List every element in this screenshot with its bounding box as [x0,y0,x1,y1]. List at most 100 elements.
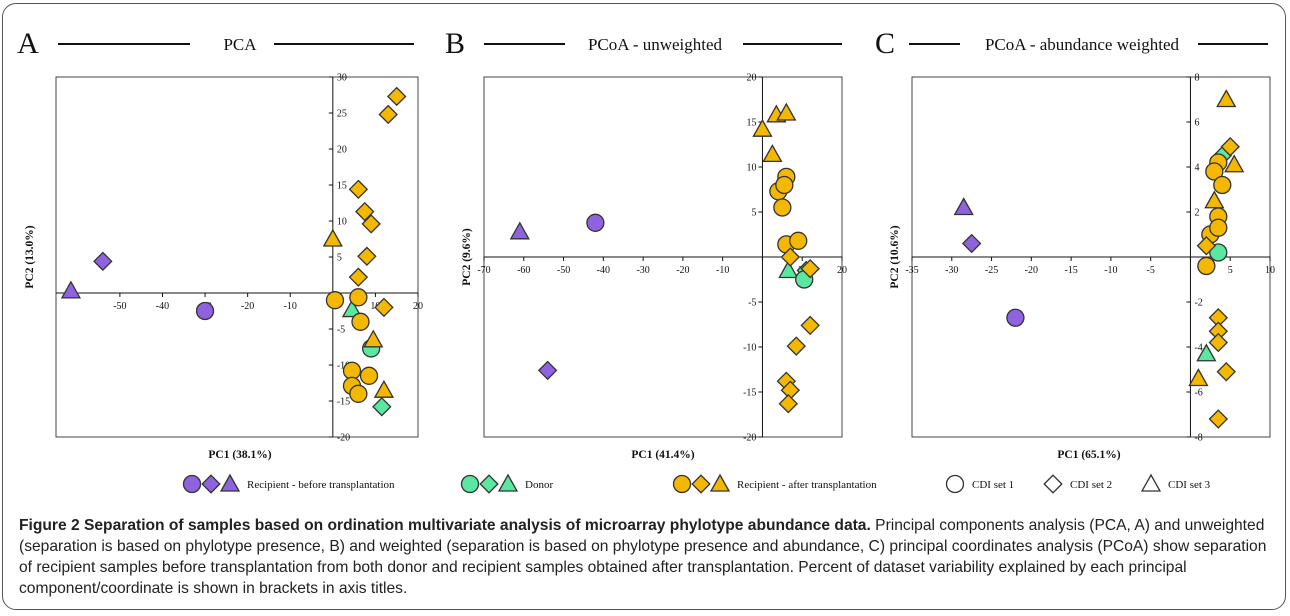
y-tick-label: -8 [1194,433,1202,444]
x-tick-label: -25 [985,265,998,276]
x-tick-label: -50 [557,265,570,276]
legend-marker-triangle [1140,473,1162,492]
legend-marker-diamond [1043,474,1063,494]
y-tick-label: -4 [1194,343,1202,354]
data-point-diamond [361,214,381,234]
data-point-triangle [363,329,384,348]
data-point-circle [586,213,605,232]
data-point-diamond [778,393,799,414]
data-point-diamond [780,247,801,267]
figure-panels: A PCA -50 -40 -30 -20 -10 10 20 -20 -15 -10 -5 5 10 15 2… [17,27,1275,494]
x-tick-label: -10 [284,301,297,312]
x-axis-label: PC1 (38.1%) [208,449,271,461]
y-tick-label: -20 [337,433,350,444]
data-point-triangle [341,299,363,318]
x-tick-label: -10 [716,265,729,276]
data-point-diamond [1216,362,1236,382]
y-tick-label: -6 [1194,388,1202,399]
data-point-triangle [1188,368,1209,387]
legend-label: Recipient - after transplantation [737,479,877,491]
x-tick-label: 10 [1265,265,1275,276]
legend-marker-diamond [691,474,711,494]
x-tick-label: -70 [477,265,490,276]
data-point-triangle [1204,190,1225,209]
y-tick-label: 6 [1194,118,1199,129]
data-point-triangle [953,197,974,216]
data-point-diamond [786,336,806,356]
y-tick-label: -5 [337,325,345,336]
data-point-diamond [800,258,820,279]
legend-marker-circle [460,474,480,494]
x-tick-label: -50 [113,301,126,312]
data-point-triangle [509,221,530,240]
legend-marker-triangle [497,473,519,492]
y-axis-label: PC2 (10.6%) [889,225,901,288]
data-point-circle [773,198,792,217]
x-tick-label: -20 [676,265,689,276]
x-tick-label: 20 [413,301,423,312]
y-tick-label: 25 [337,109,347,120]
data-point-triangle [1224,154,1245,173]
y-tick-label: -2 [1194,298,1202,309]
data-point-triangle [778,260,799,279]
panel-title: PCA [223,35,257,54]
y-tick-label: 2 [1194,208,1199,219]
data-point-diamond [372,397,392,417]
y-tick-label: 10 [746,163,756,174]
legend-marker-diamond [479,474,499,494]
panel-letter: C [875,27,895,60]
x-tick-label: -40 [597,265,610,276]
data-point-diamond [378,104,398,125]
legend-marker-circle [182,474,202,494]
x-axis-label: PC1 (41.4%) [631,449,694,461]
y-axis-label: PC2 (9.6%) [461,228,473,286]
y-tick-label: 4 [1194,163,1199,174]
plot-frame [55,76,419,438]
y-axis-label: PC2 (13.0%) [24,225,36,288]
data-point-triangle [60,280,82,299]
data-point-circle [789,231,808,250]
data-point-diamond [348,179,369,200]
data-point-triangle [322,228,343,247]
panel-letter: B [445,27,465,60]
caption-body: Principal components analysis (PCA, A) a… [19,517,1267,597]
data-point-triangle [762,144,783,163]
data-point-circle [349,384,368,403]
data-point-circle [351,312,370,331]
panel-B: B PCoA - unweighted -70 -60 -50 -40 -30 -20 -10 1… [445,27,847,461]
data-point-diamond [357,246,377,266]
y-tick-label: -10 [743,343,756,354]
x-tick-label: -5 [1146,265,1154,276]
legend-label: Recipient - before transplantation [247,479,395,491]
y-tick-label: 20 [337,145,347,156]
data-point-circle [1209,218,1228,237]
y-tick-label: -5 [748,298,756,309]
legend-marker-circle [672,474,692,494]
data-point-triangle [776,102,797,121]
panel-title: PCoA - abundance weighted [985,35,1180,54]
legend: Recipient - before transplantation Donor R… [182,473,1211,494]
data-point-circle [1205,162,1224,181]
data-point-circle [1197,256,1216,276]
data-point-circle [359,366,379,385]
data-point-diamond [1220,137,1240,157]
x-tick-label: -15 [1064,265,1077,276]
data-point-circle [325,291,345,310]
data-point-circle [195,301,215,321]
data-point-diamond [374,297,394,318]
data-point-circle [1213,175,1232,195]
data-point-diamond [1208,332,1229,353]
data-point-diamond [1196,236,1217,256]
y-tick-label: 8 [1194,73,1199,84]
data-point-circle [342,361,362,380]
data-point-diamond [93,251,113,272]
x-tick-label: -10 [1104,265,1117,276]
data-point-triangle [373,379,395,398]
x-tick-label: -35 [905,265,918,276]
legend-marker-triangle [219,473,241,492]
y-tick-label: 15 [337,181,347,192]
data-point-diamond [961,233,982,254]
x-tick-label: -20 [1025,265,1038,276]
caption-title: Figure 2 Separation of samples based on … [19,517,871,534]
x-tick-label: -30 [636,265,649,276]
